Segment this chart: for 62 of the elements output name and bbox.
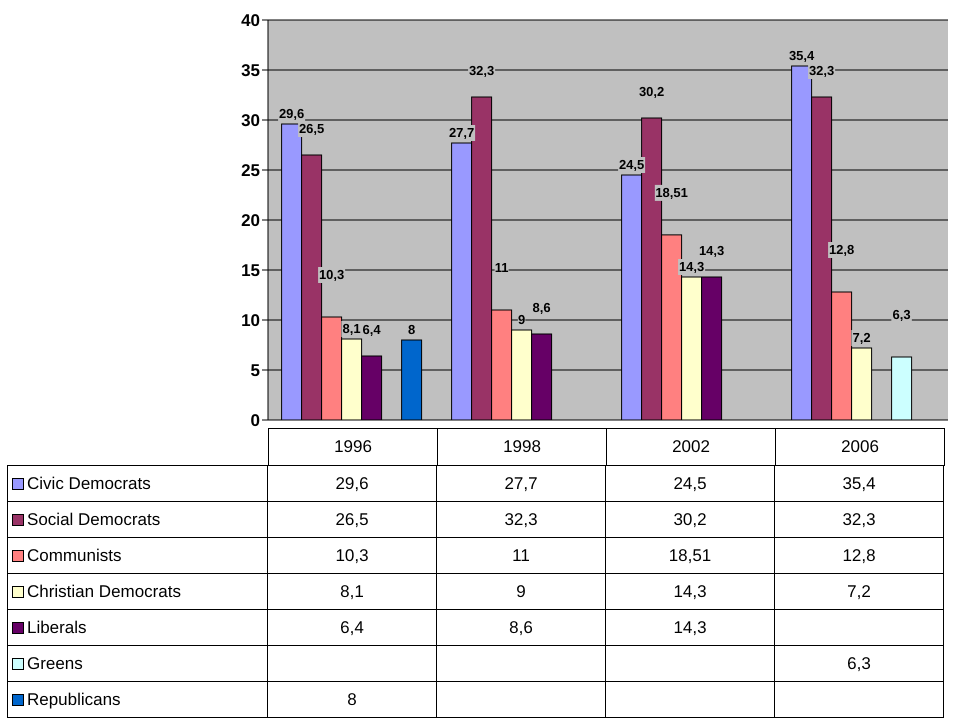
text: 26,5 xyxy=(298,121,324,136)
data-label: 9 xyxy=(436,573,606,610)
data-label: 8 xyxy=(408,322,416,337)
text: 14,3 xyxy=(678,259,704,274)
text: 7,2 xyxy=(852,330,871,345)
text: 9 xyxy=(518,312,526,327)
legend-label: Liberals xyxy=(27,618,87,638)
text: 18,51 xyxy=(655,184,688,200)
y-tick-label: 20 xyxy=(241,211,260,230)
data-label: 32,3 xyxy=(774,501,944,538)
text: 32,3 xyxy=(808,63,834,78)
data-label: 14,3 xyxy=(605,609,775,646)
x-tick-label: 2006 xyxy=(775,428,945,466)
text: 35,4 xyxy=(788,48,814,63)
data-label: 6,4 xyxy=(267,609,437,646)
text: 29,6 xyxy=(278,106,304,121)
legend-label: Social Democrats xyxy=(27,510,160,530)
legend-label: Civic Democrats xyxy=(27,474,151,494)
text: 8,6 xyxy=(532,300,551,315)
y-tick-label: 5 xyxy=(250,361,260,380)
data-label: 6,3 xyxy=(892,307,911,322)
text: 14,3 xyxy=(698,243,724,258)
x-tick-label: 2002 xyxy=(606,428,776,466)
text: 24,5 xyxy=(618,157,644,172)
legend-label: Greens xyxy=(27,654,83,674)
data-label: 14,3 xyxy=(605,573,775,610)
data-label: 10,3 xyxy=(267,537,437,574)
data-label: 30,2 xyxy=(605,501,775,538)
y-tick-label: 25 xyxy=(241,161,260,180)
legend-label: Republicans xyxy=(27,690,121,710)
data-label: 8,6 xyxy=(436,609,606,646)
text: 32,3 xyxy=(468,63,494,78)
data-label: 11 xyxy=(436,537,606,574)
text: 27,7 xyxy=(448,125,474,140)
legend-label: Communists xyxy=(27,546,122,566)
legend-label: Christian Democrats xyxy=(27,582,181,602)
text: 8 xyxy=(347,690,357,708)
text: 6,4 xyxy=(362,322,381,337)
text: 12,8 xyxy=(828,242,854,257)
text: 11 xyxy=(494,260,508,275)
y-tick-label: 0 xyxy=(250,411,260,430)
data-label: 27,7 xyxy=(436,465,606,502)
data-label: 12,8 xyxy=(774,537,944,574)
text: 30,2 xyxy=(638,84,664,99)
x-tick-label: 1996 xyxy=(268,428,438,466)
y-tick-label: 40 xyxy=(241,11,260,30)
data-label: 32,3 xyxy=(436,501,606,538)
y-tick-label: 35 xyxy=(241,61,260,80)
text: 10,3 xyxy=(318,267,344,282)
data-label: 29,6 xyxy=(267,465,437,502)
data-label: 18,51 xyxy=(605,537,775,574)
data-label: 7,2 xyxy=(774,573,944,610)
data-label: 8,1 xyxy=(267,573,437,610)
data-label: 24,5 xyxy=(605,465,775,502)
y-tick-label: 30 xyxy=(241,111,260,130)
x-tick-label: 1998 xyxy=(437,428,607,466)
data-label: 35,4 xyxy=(774,465,944,502)
text: 6,3 xyxy=(847,654,871,672)
data-label: 26,5 xyxy=(267,501,437,538)
y-tick-label: 15 xyxy=(241,261,260,280)
text: 8,1 xyxy=(342,321,361,336)
y-tick-label: 10 xyxy=(241,311,260,330)
